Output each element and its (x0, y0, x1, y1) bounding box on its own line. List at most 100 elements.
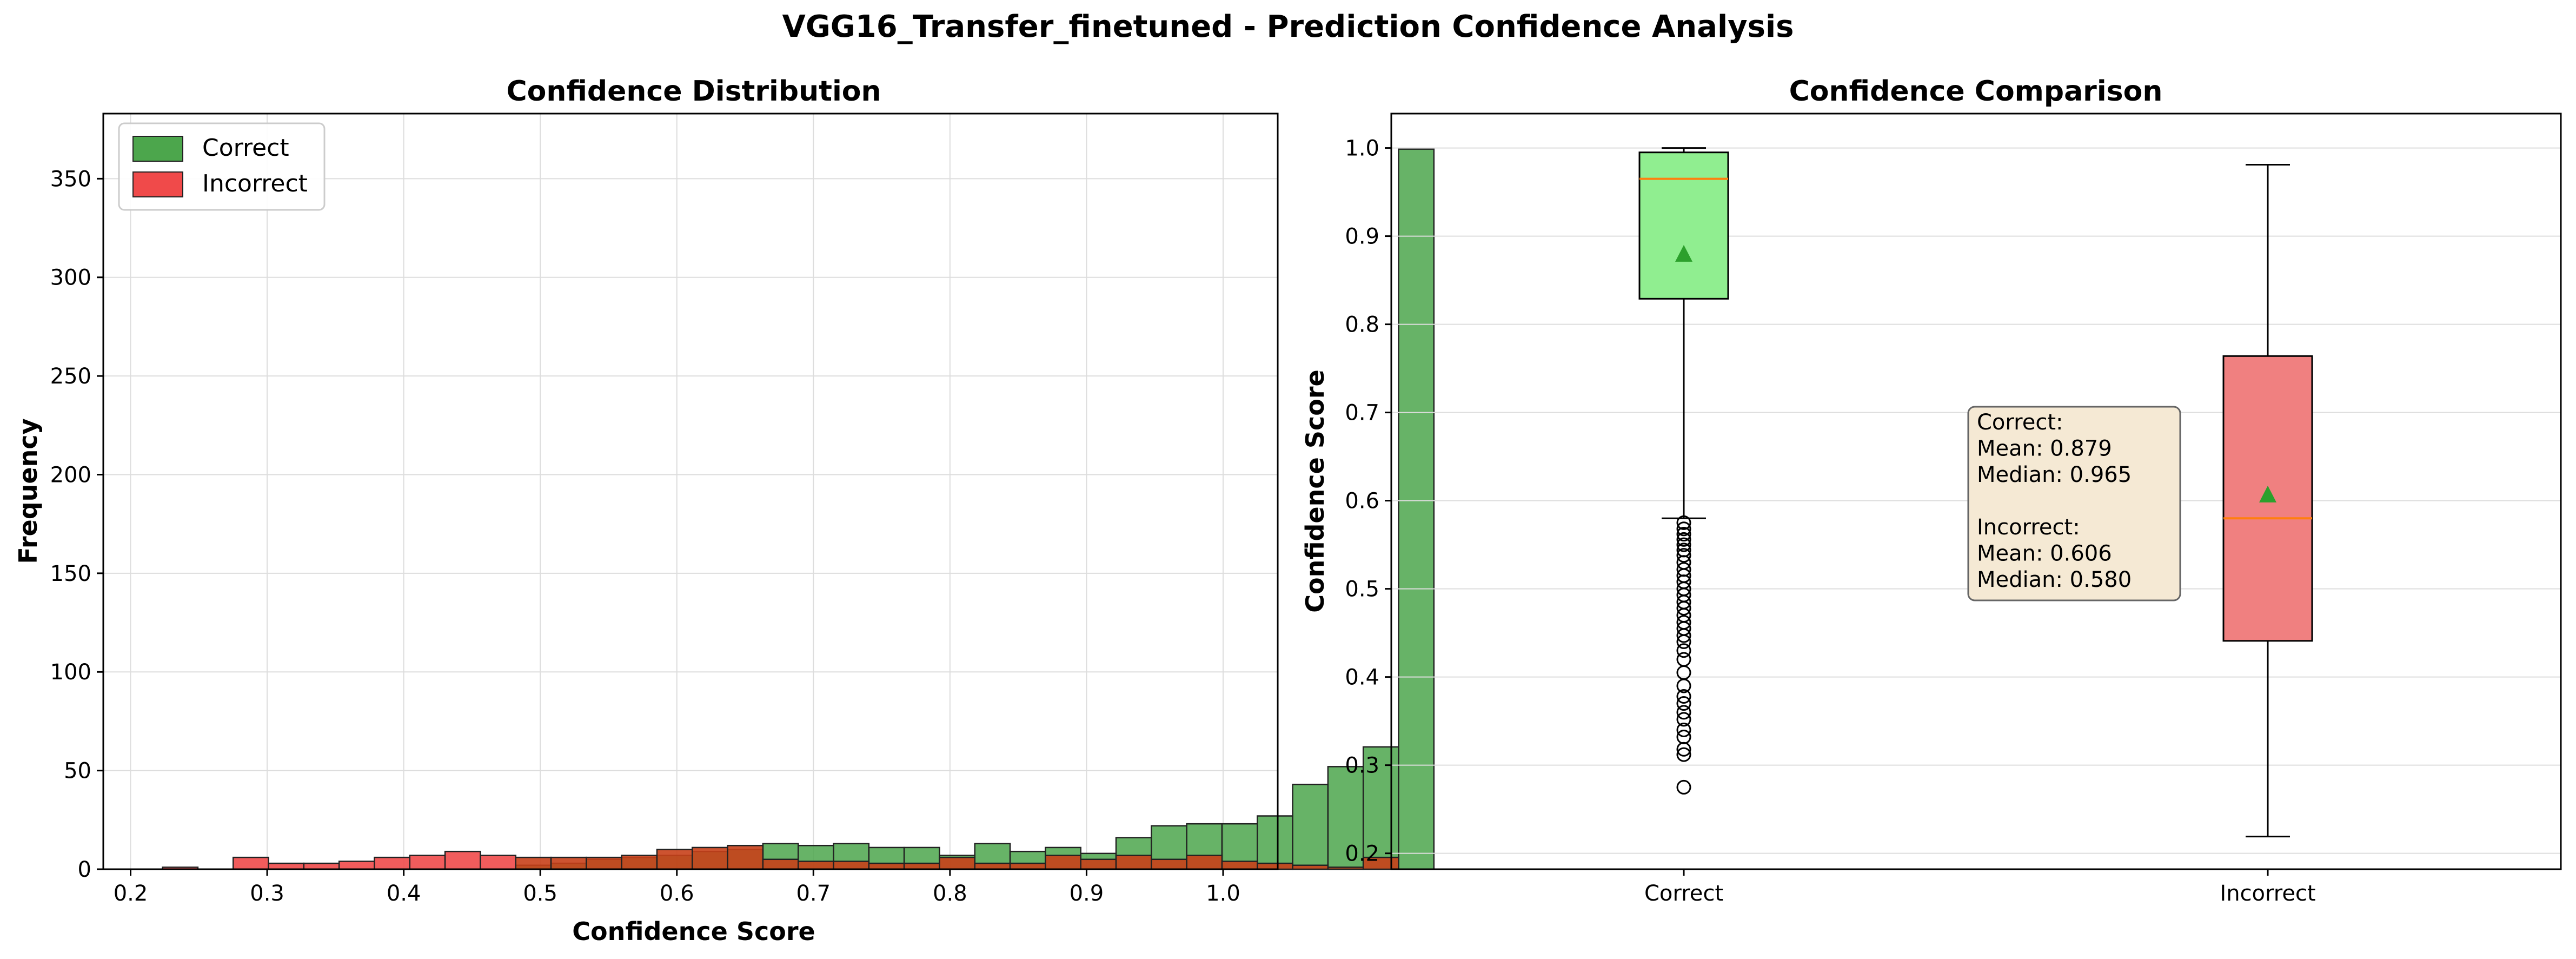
histogram-x-label: Confidence Score (572, 917, 815, 946)
bar-correct (1398, 148, 1435, 870)
x-tick-label: Correct (1644, 881, 1723, 906)
outlier-point (1676, 628, 1691, 643)
stats-line: Median: 0.580 (1977, 567, 2132, 592)
figure-title: VGG16_Transfer_finetuned - Prediction Co… (782, 9, 1794, 44)
stats-annotation-text: Correct: Mean: 0.879 Median: 0.965 Incorrec… (1977, 410, 2132, 592)
outlier-point (1676, 722, 1691, 737)
stats-line: Mean: 0.879 (1977, 436, 2112, 461)
bar-incorrect (974, 862, 1011, 870)
y-tick-label: 100 (50, 660, 91, 685)
outlier-point (1676, 689, 1691, 704)
bar-correct (1327, 766, 1364, 870)
stats-annotation-frame (1967, 406, 2181, 601)
boxplot-y-label: Confidence Score (1300, 369, 1330, 612)
histogram-legend: Correct Incorrect (118, 122, 326, 211)
outlier-point (1676, 600, 1691, 616)
boxplot-y-ticks: 0.2 0.3 0.4 0.5 0.6 0.7 0.8 0.9 1.0 (1345, 136, 1391, 867)
y-tick-label: 0 (78, 857, 91, 882)
x-tick-label: 0.4 (387, 881, 421, 906)
outlier-point (1676, 712, 1691, 727)
boxplot-title: Confidence Comparison (1789, 75, 2163, 108)
bar-incorrect (338, 861, 375, 870)
outlier-point (1676, 742, 1691, 757)
outlier-point (1676, 548, 1691, 563)
outlier-point (1676, 678, 1691, 693)
x-tick-label: 1.0 (1206, 881, 1240, 906)
bar-incorrect (727, 844, 764, 870)
bar-incorrect (480, 855, 516, 870)
y-tick-label: 0.2 (1345, 842, 1379, 867)
x-tick-label: 0.7 (796, 881, 831, 906)
histogram-x-ticks: 0.2 0.3 0.4 0.5 0.6 0.7 0.8 0.9 1.0 (114, 869, 1240, 906)
bar-incorrect (692, 846, 728, 870)
bar-correct (1257, 815, 1293, 870)
outlier-point (1676, 537, 1691, 552)
bar-incorrect (1151, 858, 1187, 870)
bar-incorrect (409, 855, 446, 870)
stats-line: Mean: 0.606 (1977, 541, 2112, 566)
outlier-point (1676, 634, 1691, 649)
outlier-point (1676, 747, 1691, 762)
legend-swatch-incorrect (132, 171, 183, 197)
boxplot-chart: Confidence Comparison 0.2 0.3 0.4 0.5 0.6 0.7… (1300, 75, 2562, 906)
outlier-point (1676, 527, 1691, 542)
y-tick-label: 0.8 (1345, 313, 1379, 338)
bar-incorrect (303, 862, 340, 870)
y-tick-label: 0.6 (1345, 489, 1379, 514)
bar-incorrect (868, 862, 905, 870)
boxplot-x-ticks: Correct Incorrect (1644, 869, 2316, 906)
bar-incorrect (1292, 864, 1329, 870)
y-tick-label: 0.9 (1345, 224, 1379, 249)
outlier-point (1676, 532, 1691, 547)
boxplot-marks (1638, 147, 2313, 838)
histogram-chart: Confidence Distribution 0.2 0.3 0.4 0.5 0.6 0… (14, 75, 1435, 946)
histogram-frame (102, 113, 1279, 870)
bar-incorrect (374, 856, 411, 870)
outlier-point (1676, 643, 1691, 658)
y-tick-label: 250 (50, 364, 91, 389)
bar-incorrect (1221, 861, 1258, 870)
bar-incorrect (1362, 856, 1399, 870)
y-tick-label: 350 (50, 167, 91, 191)
bar-incorrect (586, 856, 622, 870)
y-tick-label: 0.7 (1345, 401, 1379, 426)
x-tick-label: 0.5 (523, 881, 557, 906)
bar-incorrect (1257, 862, 1293, 870)
outlier-point (1676, 705, 1691, 720)
histogram-title: Confidence Distribution (506, 75, 881, 108)
y-tick-label: 300 (50, 266, 91, 290)
bar-incorrect (1186, 855, 1223, 870)
legend-swatch-correct (132, 136, 183, 162)
bar-incorrect (515, 856, 552, 870)
legend-label-correct: Correct (202, 134, 289, 162)
x-tick-label: 0.3 (250, 881, 284, 906)
bar-incorrect (268, 862, 305, 870)
histogram-y-label: Frequency (14, 418, 43, 564)
mean-marker (2259, 485, 2276, 502)
stats-line: Correct: (1977, 410, 2063, 435)
bar-incorrect (762, 858, 799, 870)
y-tick-label: 0.5 (1345, 577, 1379, 602)
stats-line: Median: 0.965 (1977, 462, 2132, 487)
box-iqr (1638, 151, 1729, 300)
outlier-point (1676, 521, 1691, 537)
bar-incorrect (1045, 855, 1081, 870)
x-tick-label: Incorrect (2220, 881, 2315, 906)
histogram-y-ticks: 0 50 100 150 200 250 300 350 (50, 167, 103, 882)
bar-incorrect (939, 856, 976, 870)
bar-incorrect (621, 855, 658, 870)
x-tick-label: 0.2 (114, 881, 148, 906)
mean-marker (1675, 244, 1692, 262)
outlier-point (1676, 696, 1691, 711)
y-tick-label: 1.0 (1345, 136, 1379, 161)
bar-incorrect (1115, 855, 1152, 870)
y-tick-label: 0.3 (1345, 753, 1379, 778)
y-tick-label: 0.4 (1345, 665, 1379, 690)
bar-incorrect (1327, 867, 1364, 870)
bar-incorrect (656, 849, 693, 870)
y-tick-label: 50 (64, 759, 91, 784)
boxplot-frame (1390, 113, 2562, 870)
stats-line: Incorrect: (1977, 515, 2080, 540)
